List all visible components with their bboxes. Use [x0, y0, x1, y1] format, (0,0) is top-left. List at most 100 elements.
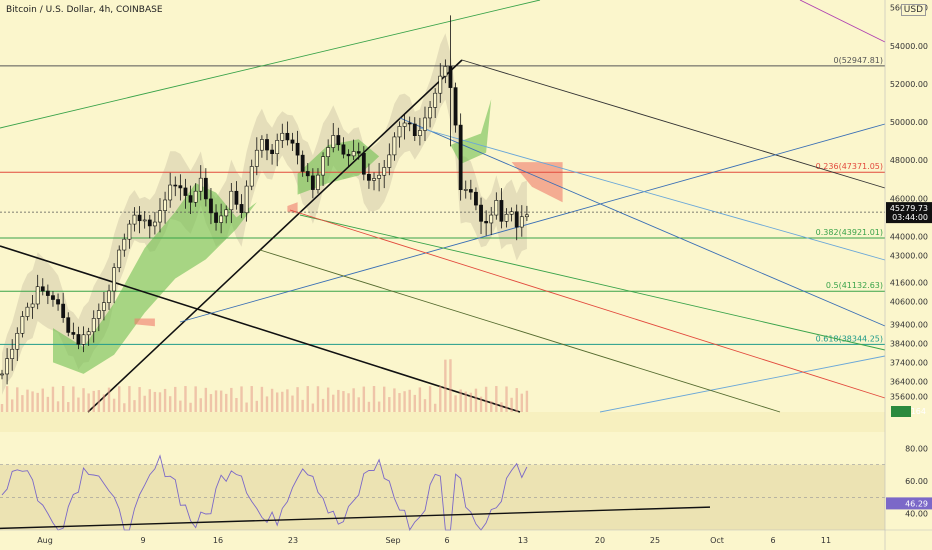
volume-bar: [474, 388, 478, 412]
rsi-y-tick-label: 80.00: [905, 444, 928, 453]
volume-bar: [214, 390, 218, 412]
candle: [127, 219, 132, 249]
x-tick-label: Aug: [37, 536, 53, 545]
candle-body: [448, 66, 453, 88]
volume-bar: [413, 394, 416, 412]
candle: [382, 159, 387, 189]
candle: [35, 274, 40, 310]
candle: [30, 295, 35, 319]
candle-body: [402, 122, 407, 127]
candle-body: [433, 92, 438, 108]
x-tick-label: 13: [518, 536, 528, 545]
volume-bar: [306, 386, 309, 412]
trendline-green-top: [0, 0, 541, 129]
volume-bar: [97, 390, 101, 412]
candle: [20, 311, 25, 338]
candle-body: [351, 151, 356, 157]
volume-bar: [92, 390, 95, 412]
candle: [392, 132, 397, 161]
candle-body: [499, 200, 504, 222]
candle: [300, 150, 305, 177]
candle-body: [147, 219, 152, 227]
volume-bar: [179, 400, 182, 412]
candle-body: [519, 216, 524, 228]
volume-bar: [418, 387, 422, 412]
volume-bar: [479, 396, 483, 412]
candle-body: [122, 238, 127, 251]
y-tick-label: 37400.00: [890, 358, 928, 367]
candle: [448, 15, 453, 147]
bollinger-band: [2, 33, 527, 395]
y-tick-label: 50000.00: [890, 118, 928, 127]
candle-body: [412, 123, 417, 136]
candle: [244, 180, 249, 222]
volume-bar: [316, 386, 320, 412]
volume-bar: [495, 386, 498, 412]
candle-body: [234, 190, 239, 205]
candle-body: [275, 140, 280, 155]
volume-bar: [199, 398, 202, 412]
candle: [224, 205, 229, 224]
candle: [178, 174, 183, 201]
candle-body: [183, 187, 188, 196]
candle: [147, 214, 152, 239]
volume-bar: [46, 396, 50, 412]
candle: [209, 187, 213, 225]
candle-body: [407, 122, 412, 125]
candle-body: [346, 153, 351, 157]
candle-body: [56, 299, 60, 305]
volume-bar: [82, 388, 85, 412]
fib-level-label: 0.618(38344.25): [816, 334, 883, 343]
volume-bar: [444, 359, 447, 412]
candle-body: [40, 286, 45, 292]
candle-body: [198, 177, 203, 192]
volume-bar: [439, 386, 442, 412]
volume-bar: [388, 397, 391, 412]
candle: [0, 369, 4, 380]
price-tag-value: 45279.73: [890, 204, 928, 213]
volume-bar: [515, 388, 518, 412]
volume-bar: [286, 389, 289, 412]
candle-body: [173, 184, 178, 187]
candle-body: [305, 171, 310, 177]
candle: [5, 348, 9, 385]
candle-body: [361, 152, 366, 175]
volume-bar: [296, 387, 299, 412]
candle: [519, 205, 524, 237]
volume-tag-bg: [891, 406, 911, 417]
candle-body: [15, 332, 20, 350]
candle: [61, 292, 66, 323]
candle: [412, 117, 417, 142]
volume-bar: [403, 391, 406, 412]
channel-black-top: [461, 59, 886, 189]
candle-body: [163, 199, 167, 211]
rsi-y-tick-label: 40.00: [905, 510, 928, 519]
volume-bar: [209, 394, 213, 412]
volume-bar: [433, 403, 437, 412]
currency-badge[interactable]: USD: [900, 4, 926, 16]
volume-bar: [393, 388, 396, 412]
candle-body: [392, 136, 397, 156]
volume-bar: [367, 401, 371, 412]
candle-body: [81, 334, 86, 345]
candle-body: [193, 190, 198, 203]
candle: [438, 63, 443, 103]
volume-bar: [158, 392, 162, 412]
volume-bar: [423, 399, 427, 412]
candle: [341, 137, 346, 159]
candle-body: [474, 191, 478, 206]
volume-bar: [255, 400, 259, 412]
candle: [326, 139, 331, 166]
volume-bar: [362, 386, 366, 412]
volume-bar: [87, 393, 90, 412]
candle: [499, 188, 504, 229]
volume-bar: [16, 387, 19, 412]
candle: [107, 284, 111, 310]
volume-bar: [67, 402, 70, 412]
volume-bar: [500, 402, 503, 412]
candle-body: [30, 303, 35, 308]
candle-body: [356, 151, 361, 154]
candle: [285, 121, 290, 146]
volume-bar: [301, 399, 304, 412]
